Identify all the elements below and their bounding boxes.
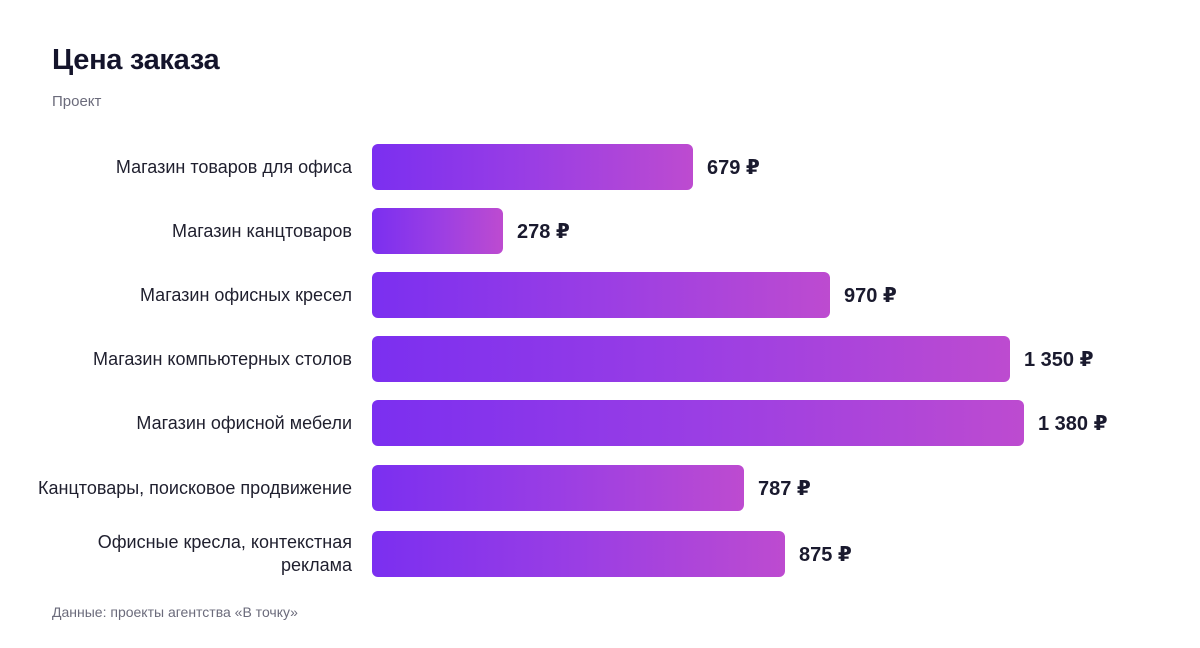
chart-subtitle: Проект bbox=[52, 93, 102, 110]
category-label: Магазин офисных кресел bbox=[139, 284, 352, 305]
category-label: Магазин офисной мебели bbox=[136, 412, 352, 433]
value-label: 787 ₽ bbox=[758, 477, 811, 500]
bar bbox=[372, 531, 785, 577]
bar-row: Канцтовары, поисковое продвижение 787 ₽ bbox=[0, 465, 1200, 511]
value-label: 679 ₽ bbox=[707, 156, 760, 179]
data-source-note: Данные: проекты агентства «В точку» bbox=[52, 604, 298, 620]
bar bbox=[372, 465, 744, 511]
category-label: Магазин товаров для офиса bbox=[115, 156, 352, 177]
bar-row: Магазин товаров для офиса 679 ₽ bbox=[0, 144, 1200, 190]
bar-row: Магазин канцтоваров 278 ₽ bbox=[0, 208, 1200, 254]
bar-row: Офисные кресла, контекстная реклама 875 ₽ bbox=[0, 531, 1200, 577]
value-label: 1 350 ₽ bbox=[1024, 348, 1094, 371]
bar bbox=[372, 208, 503, 254]
bar-row: Магазин компьютерных столов 1 350 ₽ bbox=[0, 336, 1200, 382]
bar bbox=[372, 144, 693, 190]
value-label: 970 ₽ bbox=[844, 284, 897, 307]
value-label: 278 ₽ bbox=[517, 220, 570, 243]
category-label: Магазин канцтоваров bbox=[172, 220, 352, 241]
chart-title: Цена заказа bbox=[52, 44, 220, 76]
category-label: Офисные кресла, контекстная реклама bbox=[97, 532, 352, 575]
bar-row: Магазин офисных кресел 970 ₽ bbox=[0, 272, 1200, 318]
category-label: Канцтовары, поисковое продвижение bbox=[38, 477, 352, 498]
bar bbox=[372, 400, 1024, 446]
category-label: Магазин компьютерных столов bbox=[92, 348, 352, 369]
value-label: 875 ₽ bbox=[799, 543, 852, 566]
value-label: 1 380 ₽ bbox=[1038, 412, 1108, 435]
bar bbox=[372, 336, 1010, 382]
bar-row: Магазин офисной мебели 1 380 ₽ bbox=[0, 400, 1200, 446]
bar bbox=[372, 272, 830, 318]
